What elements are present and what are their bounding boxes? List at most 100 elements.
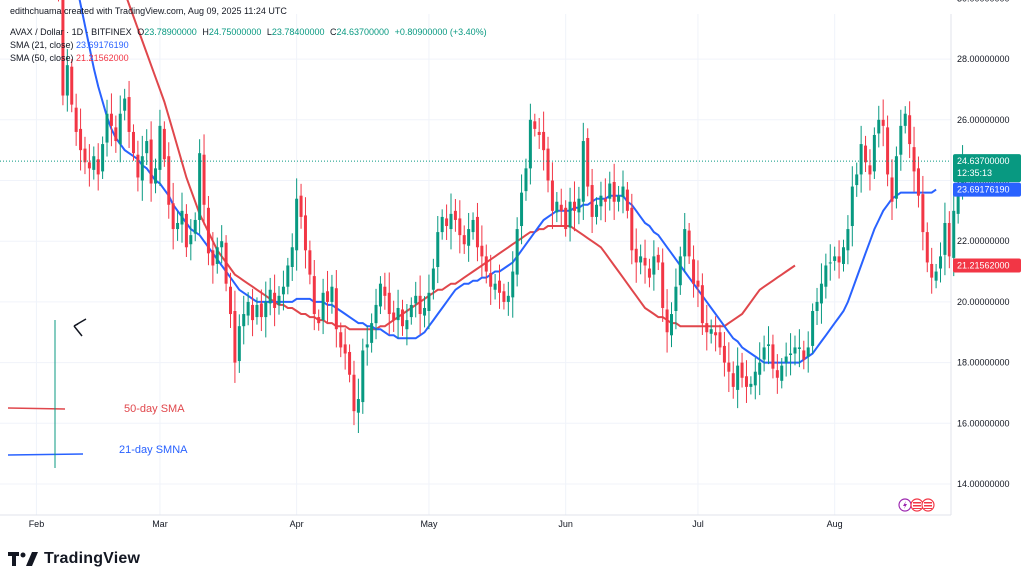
sma50-badge: 21.21562000: [953, 258, 1021, 273]
y-tick-label: 26.00000000: [957, 115, 1010, 125]
chart-credit: edithchuama created with TradingView.com…: [10, 6, 287, 16]
candle: [251, 288, 255, 337]
sma50-legend[interactable]: SMA (50, close) 21.21562000: [10, 53, 129, 63]
candle: [617, 185, 621, 212]
candle: [595, 197, 599, 225]
candle: [370, 313, 374, 353]
candle: [925, 222, 929, 273]
annotation-line-sma21: [7, 453, 84, 456]
candle: [687, 222, 691, 264]
price-chart[interactable]: 14.00000000 16.00000000 18.00000000 20.0000…: [0, 0, 1024, 548]
candle: [528, 103, 532, 185]
candle: [683, 212, 687, 273]
candle: [176, 211, 180, 241]
candle: [833, 246, 837, 271]
candle: [864, 135, 868, 173]
candle: [154, 158, 158, 194]
candle: [109, 93, 113, 147]
candle: [396, 289, 400, 339]
svg-text:24.63700000: 24.63700000: [957, 156, 1010, 166]
candle: [475, 202, 479, 262]
candle: [537, 117, 541, 149]
candle: [731, 361, 735, 399]
candle: [326, 270, 330, 323]
candle: [934, 263, 938, 289]
candle: [303, 197, 307, 269]
candle: [890, 159, 894, 220]
candle: [259, 289, 263, 332]
candle: [802, 340, 806, 370]
candle: [273, 274, 277, 327]
candle: [930, 247, 934, 294]
candle: [894, 146, 898, 209]
candle: [131, 124, 135, 161]
candle: [237, 314, 241, 373]
candle: [886, 115, 890, 187]
candle: [939, 242, 943, 283]
flag-icon[interactable]: [910, 498, 924, 512]
candle: [58, 0, 60, 2]
brand-name: TradingView: [44, 550, 141, 567]
candle: [215, 237, 219, 274]
candle: [378, 276, 382, 315]
candle: [224, 235, 228, 292]
candle: [255, 297, 259, 325]
candle: [819, 263, 823, 324]
candle: [546, 136, 550, 193]
time-axis[interactable]: Feb Mar Apr May Jun Jul Aug: [29, 519, 843, 529]
candle: [806, 331, 810, 373]
candle: [445, 204, 449, 240]
svg-text:12:35:13: 12:35:13: [957, 168, 992, 178]
candle: [872, 127, 876, 179]
candle: [850, 166, 854, 247]
candle: [753, 357, 757, 400]
candle: [158, 109, 162, 186]
candle: [436, 216, 440, 284]
candle: [700, 273, 704, 335]
candle: [877, 105, 881, 148]
tradingview-brand[interactable]: TradingView: [8, 548, 140, 570]
candle: [343, 328, 347, 370]
close-value: 24.63700000: [336, 27, 390, 37]
candle: [727, 342, 731, 393]
sma21-line: [78, 0, 937, 364]
candle: [440, 209, 444, 240]
x-tick-label: Aug: [827, 519, 843, 529]
candle: [374, 288, 378, 340]
candle: [612, 163, 616, 220]
candle: [206, 195, 210, 266]
candle: [171, 182, 175, 250]
candle: [625, 182, 629, 219]
candle: [414, 281, 418, 318]
candle: [299, 183, 303, 229]
ohlc-legend: AVAX / Dollar · 1D · BITFINEX O23.789000…: [10, 27, 487, 37]
candle: [65, 49, 69, 112]
candle: [652, 240, 656, 291]
candle: [921, 175, 925, 251]
candle: [392, 300, 396, 332]
candle: [458, 200, 462, 254]
symbol-label[interactable]: AVAX / Dollar · 1D · BITFINEX: [10, 27, 132, 37]
candle: [661, 248, 665, 322]
candle: [947, 211, 951, 269]
candle: [705, 304, 709, 351]
candle: [184, 204, 188, 257]
sma21-legend[interactable]: SMA (21, close) 23.69176190: [10, 40, 129, 50]
candle: [815, 287, 819, 325]
grid: [0, 14, 951, 515]
candle: [189, 219, 193, 261]
candle: [246, 292, 250, 326]
y-tick-label: 14.00000000: [957, 479, 1010, 489]
candle: [105, 99, 109, 157]
y-tick-label: 18.00000000: [957, 358, 1010, 368]
current-price-badge: 24.63700000 12:35:13: [953, 154, 1021, 183]
candle: [555, 192, 559, 223]
candle: [515, 217, 519, 287]
price-axis[interactable]: 14.00000000 16.00000000 18.00000000 20.0000…: [957, 0, 1010, 489]
flag-icon[interactable]: [921, 498, 935, 512]
x-tick-label: Apr: [290, 519, 304, 529]
lightning-icon[interactable]: [898, 498, 912, 512]
sma50-label: SMA (50, close): [10, 53, 74, 63]
x-tick-label: Feb: [29, 519, 45, 529]
candle: [797, 329, 801, 368]
